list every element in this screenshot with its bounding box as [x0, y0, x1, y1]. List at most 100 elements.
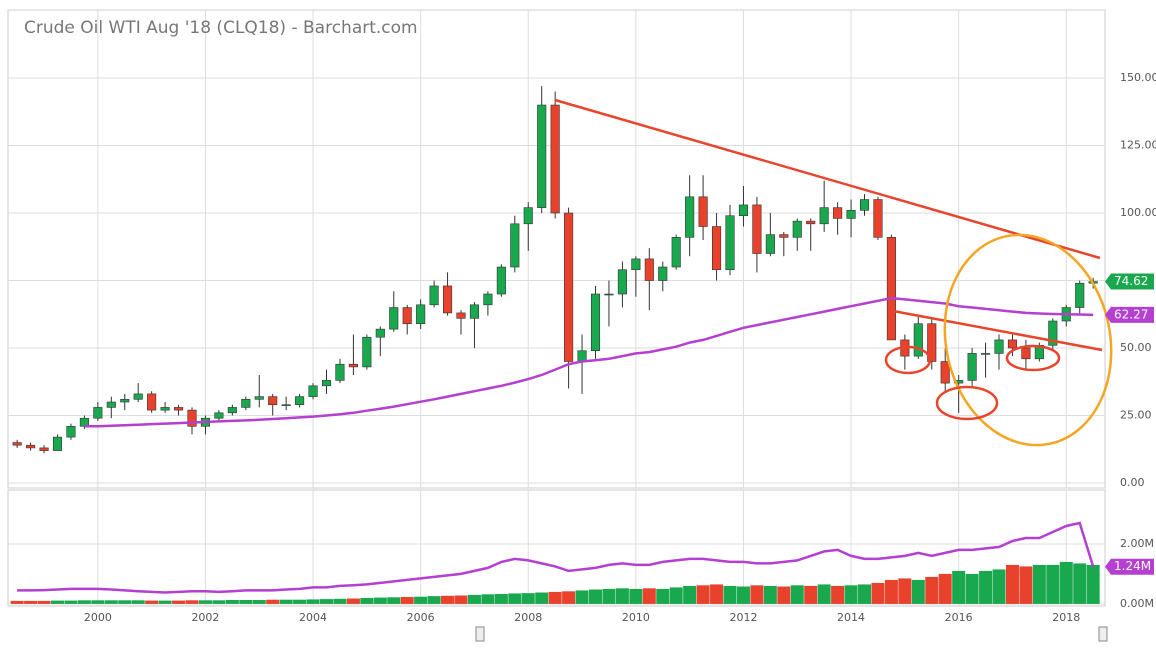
volume-bar	[817, 584, 831, 604]
x-tick-label: 2002	[191, 611, 219, 624]
volume-bar	[777, 586, 791, 604]
candle-body	[93, 407, 103, 419]
candle-body	[658, 266, 668, 281]
volume-bar	[145, 600, 159, 604]
volume-bar	[494, 594, 508, 604]
volume-bar	[467, 594, 481, 604]
candle-body	[752, 204, 762, 254]
candle-body	[173, 407, 184, 411]
volume-ma-label: 1.24M	[1114, 559, 1151, 573]
y-tick-label: 0.00M	[1120, 597, 1154, 610]
candle-body	[685, 196, 695, 238]
volume-bar	[898, 578, 912, 604]
candle-body	[523, 207, 533, 225]
candle-body	[402, 307, 412, 325]
volume-bar	[400, 597, 414, 604]
volume-bar	[548, 591, 562, 604]
volume-bar	[118, 600, 132, 604]
volume-bar	[37, 600, 51, 604]
volume-bar	[790, 585, 804, 604]
x-tick-label: 2008	[514, 611, 542, 624]
scroll-handle[interactable]	[1098, 626, 1108, 642]
candle-body	[160, 407, 170, 411]
trend-line	[554, 98, 1101, 260]
x-tick-label: 2016	[945, 611, 973, 624]
y-tick-label: 25.00	[1120, 409, 1152, 422]
volume-bar	[64, 600, 78, 604]
volume-bar	[844, 585, 858, 604]
candle-body	[510, 223, 520, 268]
volume-bar	[1046, 564, 1060, 604]
annotations	[554, 98, 1113, 447]
candle-body	[550, 104, 560, 214]
volume-bar	[333, 598, 347, 604]
volume-bar	[508, 593, 522, 604]
volume-bar	[1059, 561, 1073, 604]
candle-body	[779, 234, 789, 238]
candle-body	[859, 199, 870, 211]
x-tick-label: 2010	[622, 611, 650, 624]
highlight-circle	[935, 385, 999, 421]
volume-bar	[615, 588, 629, 604]
volume-bar	[629, 588, 643, 604]
volume-bar	[346, 598, 360, 604]
candle-body	[52, 436, 63, 451]
x-tick-label: 2012	[729, 611, 757, 624]
volume-bar	[454, 595, 468, 604]
volume-bar	[925, 576, 939, 604]
volume-bar	[360, 597, 374, 604]
x-tick-label: 2000	[84, 611, 112, 624]
candle-body	[429, 285, 439, 306]
candle-body	[644, 258, 654, 281]
candle-body	[698, 196, 708, 227]
candle-body	[106, 401, 116, 408]
volume-bar	[427, 596, 441, 604]
candle-body	[268, 396, 278, 406]
candle-body	[725, 215, 735, 271]
candle-body	[873, 199, 883, 238]
last-price-label: 74.62	[1114, 274, 1148, 288]
volume-bar	[320, 599, 334, 604]
volume-bar	[831, 585, 845, 604]
volume-bar	[306, 599, 320, 604]
volume-bar	[683, 585, 697, 604]
candle-body	[147, 393, 157, 411]
volume-bar	[575, 590, 589, 604]
candle-body	[1048, 320, 1058, 346]
volume-bar	[77, 600, 91, 604]
volume-bar	[1073, 563, 1087, 604]
volume-bar	[884, 579, 898, 604]
volume-bar	[24, 600, 38, 604]
candle-body	[712, 226, 722, 271]
last-price-label-box	[1105, 273, 1154, 290]
candle-body	[375, 328, 385, 338]
volume-bar	[266, 599, 280, 604]
candle-body	[564, 212, 574, 362]
y-tick-label: 150.00	[1120, 71, 1156, 84]
candle-body	[1021, 347, 1031, 360]
candle-body	[496, 266, 506, 295]
candle-body	[631, 258, 641, 271]
y-tick-label: 0.00	[1120, 476, 1145, 489]
ma-label: 62.27	[1114, 307, 1148, 321]
scroll-handle[interactable]	[475, 626, 485, 642]
volume-bar	[1032, 564, 1046, 604]
y-tick-label: 100.00	[1120, 206, 1156, 219]
volume-bar	[952, 570, 966, 604]
candle-body	[456, 312, 466, 319]
volume-bar	[871, 582, 885, 604]
ma-label-box	[1105, 306, 1154, 323]
moving-average	[84, 296, 1094, 428]
volume-bar	[602, 588, 616, 604]
volume-bar	[669, 587, 683, 604]
candle-body	[12, 442, 22, 446]
candle-body	[1007, 339, 1018, 349]
volume-bar	[696, 585, 710, 604]
volume-bar	[642, 588, 656, 604]
volume-bar	[441, 595, 455, 604]
candle-body	[308, 385, 318, 397]
candle-body	[994, 339, 1004, 354]
candle-body	[792, 220, 802, 238]
volume-bar	[10, 600, 24, 604]
